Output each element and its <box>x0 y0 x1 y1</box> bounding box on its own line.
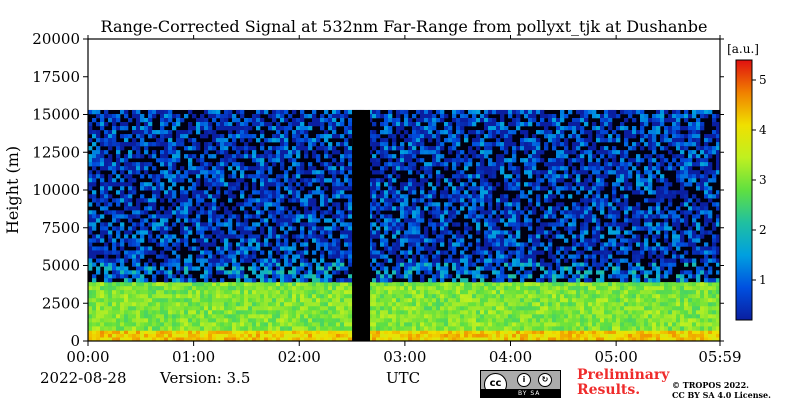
signal-heatmap <box>88 109 721 342</box>
x-axis-ticks: 00:00 01:00 02:00 03:00 04:00 05:00 05:59 <box>66 35 742 366</box>
x-axis-label: UTC <box>386 369 421 387</box>
y-tick-label: 12500 <box>32 143 80 161</box>
copyright-note: © TROPOS 2022. CC BY SA 4.0 License. <box>672 380 771 400</box>
colorbar <box>735 59 753 321</box>
y-tick-label: 2500 <box>42 294 80 312</box>
colorbar-tick-label: 5 <box>759 73 767 87</box>
chart-title: Range-Corrected Signal at 532nm Far-Rang… <box>101 17 708 36</box>
x-tick-label: 03:00 <box>383 348 426 366</box>
y-tick-label: 20000 <box>32 30 80 48</box>
gap-bar <box>352 109 371 341</box>
y-axis-label: Height (m) <box>3 146 22 234</box>
colorbar-tick-label: 1 <box>759 273 767 287</box>
x-tick-label: 04:00 <box>489 348 532 366</box>
layer-near-ground <box>88 330 721 342</box>
x-tick-label: 01:00 <box>172 348 215 366</box>
colorbar-tick-label: 4 <box>759 123 767 137</box>
y-tick-label: 17500 <box>32 68 80 86</box>
x-tick-label: 02:00 <box>278 348 321 366</box>
x-tick-label: 00:00 <box>66 348 109 366</box>
sa-icon: ↻ <box>538 373 552 387</box>
x-tick-label: 05:59 <box>698 348 741 366</box>
colorbar-unit: [a.u.] <box>727 42 759 56</box>
colorbar-ticks: 1 2 3 4 5 <box>752 73 767 287</box>
cc-license-badge: cc i ↻ BY SA <box>480 370 561 398</box>
cc-badge-bar <box>481 389 560 397</box>
copyright-line-1: © TROPOS 2022. <box>672 380 749 390</box>
colorbar-tick-label: 3 <box>759 173 767 187</box>
colorbar-tick-label: 2 <box>759 223 767 237</box>
preliminary-line-1: Preliminary <box>577 367 670 383</box>
copyright-line-2: CC BY SA 4.0 License. <box>672 390 771 400</box>
y-tick-label: 7500 <box>42 219 80 237</box>
date-label: 2022-08-28 <box>40 369 127 387</box>
y-tick-label: 15000 <box>32 106 80 124</box>
cc-badge-label: BY SA <box>518 390 541 397</box>
layer-boundary-layer <box>88 282 721 331</box>
layer-upper-troposphere <box>88 109 721 263</box>
preliminary-line-2: Results. <box>577 382 641 398</box>
y-tick-label: 10000 <box>32 181 80 199</box>
y-tick-label: 0 <box>70 332 80 350</box>
version-label: Version: 3.5 <box>160 369 251 387</box>
by-icon: i <box>517 373 531 387</box>
preliminary-note: Preliminary Results. <box>577 368 669 398</box>
x-tick-label: 05:00 <box>595 348 638 366</box>
data-gap <box>352 109 371 341</box>
layer-mid-troposphere <box>88 262 721 283</box>
y-tick-label: 5000 <box>42 257 80 275</box>
y-axis-ticks: 0 2500 5000 7500 10000 12500 15000 17500 20000 <box>32 30 724 350</box>
